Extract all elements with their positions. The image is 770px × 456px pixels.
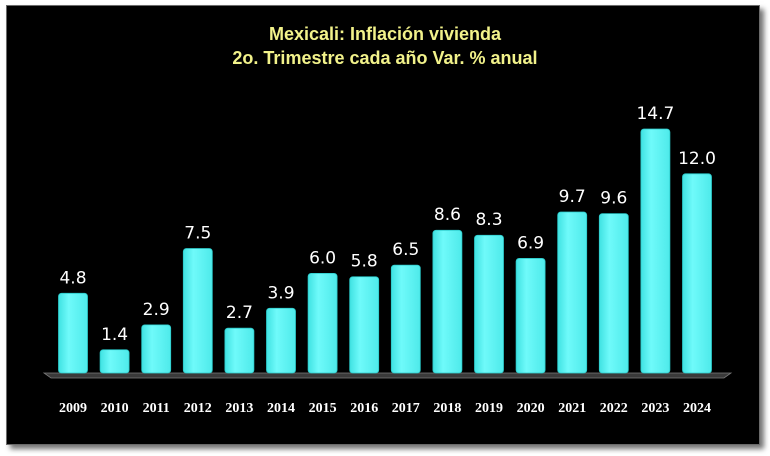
x-tick-label-2017: 2017: [392, 401, 420, 416]
x-tick-label-2009: 2009: [59, 401, 87, 416]
bar-2013: [224, 327, 255, 374]
bar-2009: [58, 292, 88, 374]
value-label-2018: 8.6: [434, 205, 461, 225]
x-tick-label-2012: 2012: [184, 401, 212, 416]
bar-2017: [390, 264, 421, 374]
value-label-2024: 12.0: [678, 149, 716, 169]
bar-2012: [182, 248, 213, 374]
x-tick-label-2021: 2021: [558, 401, 586, 416]
value-label-2013: 2.7: [226, 303, 253, 323]
bar-2022: [598, 213, 629, 374]
bar-2011: [141, 324, 172, 374]
x-tick-label-2018: 2018: [433, 401, 461, 416]
x-tick-label-2024: 2024: [683, 401, 711, 416]
value-label-2014: 3.9: [267, 283, 294, 303]
chart-subtitle: 2o. Trimestre cada año Var. % anual: [232, 48, 537, 68]
bar-2018: [432, 229, 463, 374]
value-label-2020: 6.9: [517, 233, 544, 253]
x-tick-label-2019: 2019: [475, 401, 503, 416]
bar-2015: [307, 272, 338, 374]
value-label-2009: 4.8: [59, 268, 86, 288]
bar-2024: [682, 173, 712, 374]
value-label-2023: 14.7: [636, 104, 674, 124]
chart-title: Mexicali: Inflación vivienda: [269, 24, 502, 44]
value-label-2015: 6.0: [309, 248, 336, 268]
bar-2014: [266, 307, 296, 374]
value-label-2021: 9.7: [559, 187, 586, 207]
bar-2023: [640, 128, 671, 374]
x-tick-label-2020: 2020: [517, 401, 545, 416]
value-label-2011: 2.9: [143, 300, 170, 320]
x-tick-label-2013: 2013: [225, 401, 253, 416]
x-tick-label-2015: 2015: [309, 401, 337, 416]
value-label-2012: 7.5: [184, 224, 211, 244]
x-tick-label-2014: 2014: [267, 401, 295, 416]
value-label-2017: 6.5: [392, 240, 419, 260]
x-tick-label-2023: 2023: [641, 401, 669, 416]
bar-2010: [99, 349, 130, 374]
chart-frame: [6, 5, 760, 445]
bar-2020: [515, 258, 546, 374]
x-axis-baseline: [42, 372, 733, 379]
value-label-2016: 5.8: [351, 252, 378, 272]
x-tick-label-2011: 2011: [143, 401, 170, 416]
value-label-2019: 8.3: [475, 210, 502, 230]
bar-2016: [349, 276, 380, 374]
value-label-2010: 1.4: [101, 325, 128, 345]
bar-2021: [557, 211, 588, 374]
x-tick-label-2010: 2010: [101, 401, 129, 416]
bar-2019: [474, 234, 504, 374]
value-label-2022: 9.6: [600, 189, 627, 209]
x-tick-label-2022: 2022: [600, 401, 628, 416]
x-tick-label-2016: 2016: [350, 401, 378, 416]
